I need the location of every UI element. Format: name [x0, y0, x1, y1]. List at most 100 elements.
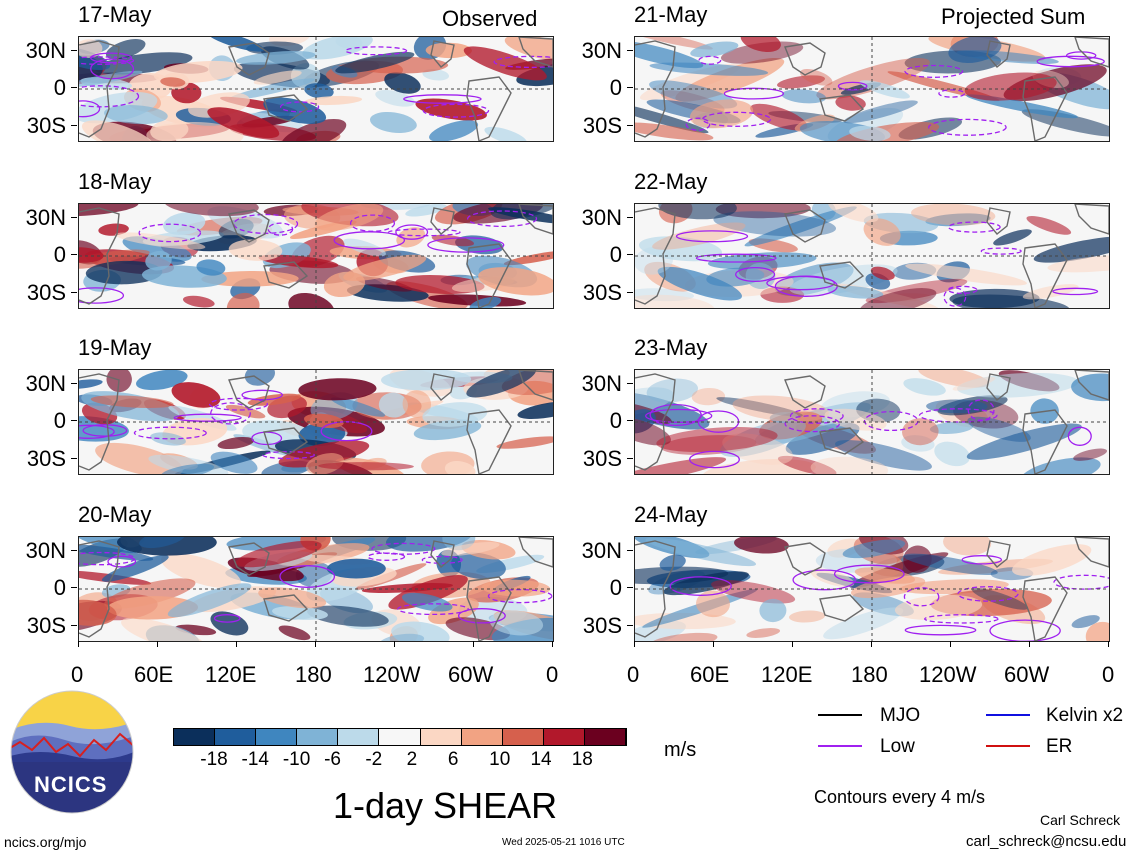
- lat-tick: [627, 587, 633, 588]
- lon-tick: [552, 641, 553, 647]
- lat-label: 30S: [582, 446, 622, 471]
- lat-label: 30S: [26, 613, 66, 638]
- lat-tick: [71, 50, 77, 51]
- lat-tick: [71, 125, 77, 126]
- lat-label: 0: [609, 75, 622, 100]
- lon-label: 60E: [134, 662, 174, 687]
- lat-label: 30S: [26, 280, 66, 305]
- panel-date-label: 18-May: [78, 169, 152, 194]
- lat-tick: [627, 550, 633, 551]
- lon-label: 120E: [761, 662, 813, 687]
- lon-label: 60W: [1004, 662, 1050, 687]
- lat-tick: [71, 292, 77, 293]
- observed-label: Observed: [442, 6, 538, 31]
- legend-label-kelvin: Kelvin x2: [1046, 705, 1124, 726]
- legend-line-mjo: [818, 714, 862, 716]
- lat-label: 30N: [581, 371, 622, 396]
- lon-tick: [157, 641, 158, 647]
- lat-label: 30S: [26, 113, 66, 138]
- lon-label: 0: [1102, 662, 1115, 687]
- lat-label: 30S: [582, 613, 622, 638]
- lat-label: 30S: [582, 280, 622, 305]
- footer-timestamp: Wed 2025-05-21 1016 UTC: [502, 837, 625, 848]
- colorbar-swatch: [502, 729, 544, 745]
- lon-tick: [713, 641, 714, 647]
- lat-tick: [627, 125, 633, 126]
- legend-label-mjo: MJO: [880, 705, 921, 726]
- lat-tick: [71, 217, 77, 218]
- colorbar-swatch: [379, 729, 421, 745]
- lat-tick: [627, 292, 633, 293]
- lat-tick: [71, 625, 77, 626]
- lon-tick: [473, 641, 474, 647]
- footer-author: Carl Schreck: [1040, 812, 1121, 828]
- lon-label: 120W: [919, 662, 977, 687]
- lat-label: 30N: [581, 205, 622, 230]
- legend-line-kelvin: [986, 714, 1030, 716]
- panel-date-label: 23-May: [634, 335, 708, 360]
- colorbar-tick-label: 10: [489, 749, 511, 770]
- lat-tick: [627, 625, 633, 626]
- colorbar-swatch: [297, 729, 339, 745]
- lon-label: 120E: [205, 662, 257, 687]
- colorbar-swatch: [461, 729, 503, 745]
- footer-email: carl_schreck@ncsu.edu: [966, 833, 1127, 850]
- colorbar-units: m/s: [664, 739, 697, 761]
- lat-label: 30S: [582, 113, 622, 138]
- shear-map-panel: [78, 36, 554, 142]
- colorbar-tick-label: 2: [406, 749, 418, 770]
- lat-label: 0: [609, 242, 622, 267]
- lon-label: 180: [851, 662, 888, 687]
- colorbar-tick-label: -10: [282, 749, 311, 770]
- lon-label: 0: [627, 662, 640, 687]
- colorbar-swatch: [256, 729, 298, 745]
- shear-map-panel: [634, 203, 1110, 309]
- shear-map-panel: [634, 536, 1110, 642]
- lon-label: 60W: [448, 662, 494, 687]
- shear-map-panel: [78, 536, 554, 642]
- lat-label: 30N: [25, 371, 66, 396]
- shear-map-panel: [634, 36, 1110, 142]
- lat-label: 30N: [25, 538, 66, 563]
- colorbar-tick-label: 6: [447, 749, 459, 770]
- colorbar-tick-label: -2: [365, 749, 383, 770]
- lon-tick: [792, 641, 793, 647]
- lat-label: 30N: [25, 38, 66, 63]
- colorbar-tick-label: 18: [571, 749, 593, 770]
- lon-tick: [78, 641, 79, 647]
- colorbar-tick-label: -18: [200, 749, 228, 770]
- lon-label: 0: [71, 662, 84, 687]
- shear-map-panel: [634, 369, 1110, 475]
- lat-tick: [627, 420, 633, 421]
- panel-date-label: 20-May: [78, 502, 152, 527]
- lat-tick: [71, 420, 77, 421]
- lon-tick: [950, 641, 951, 647]
- lat-tick: [71, 458, 77, 459]
- projected-label: Projected Sum: [941, 4, 1086, 29]
- panel-date-label: 22-May: [634, 169, 708, 194]
- lat-tick: [627, 87, 633, 88]
- colorbar: [173, 728, 627, 746]
- lat-tick: [627, 383, 633, 384]
- lon-label: 0: [546, 662, 559, 687]
- lat-tick: [71, 587, 77, 588]
- colorbar-swatch: [338, 729, 380, 745]
- lat-tick: [71, 87, 77, 88]
- panel-date-label: 21-May: [634, 2, 708, 27]
- lat-label: 30S: [26, 446, 66, 471]
- lat-label: 0: [53, 75, 66, 100]
- lat-label: 0: [609, 408, 622, 433]
- legend-label-er: ER: [1046, 736, 1073, 757]
- lat-label: 0: [609, 575, 622, 600]
- shear-map-panel: [78, 203, 554, 309]
- lon-label: 180: [295, 662, 332, 687]
- legend-line-er: [986, 745, 1030, 747]
- panel-date-label: 24-May: [634, 502, 708, 527]
- lat-label: 0: [53, 242, 66, 267]
- logo-text: NCICS: [34, 772, 108, 797]
- colorbar-tick-label: -6: [324, 749, 341, 770]
- lat-tick: [71, 254, 77, 255]
- lon-tick: [871, 641, 872, 647]
- panel-date-label: 17-May: [78, 2, 152, 27]
- lat-label: 30N: [581, 538, 622, 563]
